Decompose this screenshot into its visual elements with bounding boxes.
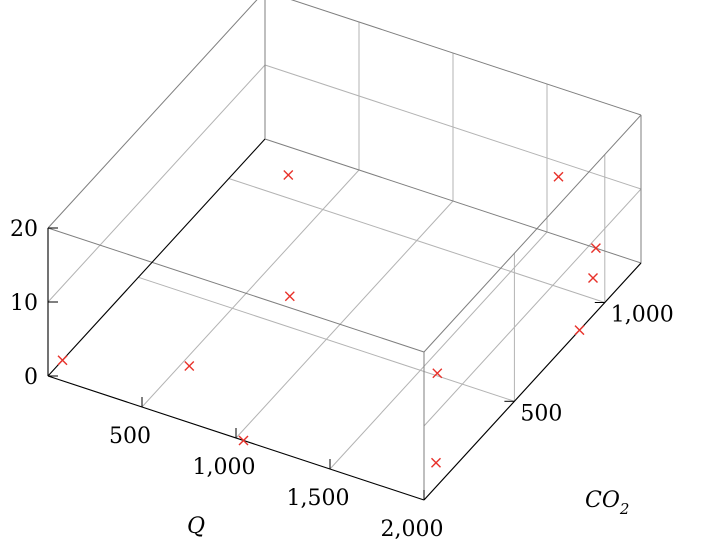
data-point — [553, 171, 564, 182]
label-layer: Q CO2 — [187, 488, 629, 539]
x-tick-label: 2,000 — [381, 517, 444, 542]
marker-stroke — [588, 273, 598, 283]
marker-stroke — [238, 435, 249, 446]
marker-stroke — [431, 457, 441, 468]
x-axis-label: Q — [187, 514, 205, 539]
marker-stroke — [57, 355, 68, 366]
data-point — [574, 325, 585, 336]
data-point — [238, 435, 249, 446]
data-point — [283, 170, 294, 180]
marker-stroke — [590, 243, 601, 254]
axis-box — [47, 0, 642, 501]
data-point — [590, 243, 601, 254]
tick-layer: 500 1,000 1,500 2,000 500 1,000 0 10 20 — [10, 217, 674, 542]
grid-layer — [47, 22, 642, 470]
data-point — [184, 361, 195, 371]
data-point — [588, 273, 598, 283]
x-tick-label: 1,500 — [287, 486, 350, 511]
x-tick-label: 1,000 — [193, 455, 256, 480]
data-point — [431, 457, 441, 468]
box-edge — [47, 0, 258, 229]
grid-line-leftwall-z — [47, 64, 266, 303]
marker-stroke — [283, 170, 294, 180]
z-tick-label: 0 — [24, 365, 38, 390]
data-point — [432, 368, 443, 379]
y-tick-label: 1,000 — [611, 303, 674, 328]
marker-stroke — [553, 171, 564, 182]
z-tick-label: 10 — [10, 291, 38, 316]
y-tick-label: 500 — [520, 401, 562, 426]
grid-line-floor-x — [235, 200, 454, 439]
grid-line-floor-y — [138, 276, 515, 402]
data-point — [57, 355, 68, 366]
marker-stroke — [184, 361, 195, 371]
y-axis-label-subscript: 2 — [619, 500, 630, 518]
box-edge — [423, 114, 642, 353]
y-axis-label-main: CO — [585, 488, 620, 513]
marker-stroke — [432, 368, 443, 379]
data-points — [57, 170, 601, 468]
y-axis-label: CO2 — [585, 488, 629, 518]
box-edge — [290, 0, 642, 116]
data-point — [284, 291, 295, 302]
y-axis-line — [423, 262, 642, 501]
marker-stroke — [284, 291, 295, 302]
grid-line-floor-x — [141, 169, 360, 408]
marker-stroke — [574, 325, 585, 336]
box-edge — [47, 227, 425, 353]
grid-line-backwall-z — [264, 64, 642, 190]
grid-line-floor-y — [228, 178, 605, 303]
box-edge — [264, 138, 642, 264]
floor-left-edge — [47, 138, 266, 377]
x-tick-label: 500 — [109, 424, 151, 449]
grid-line-sidewall-z — [423, 188, 642, 427]
z-tick-label: 20 — [10, 217, 38, 242]
